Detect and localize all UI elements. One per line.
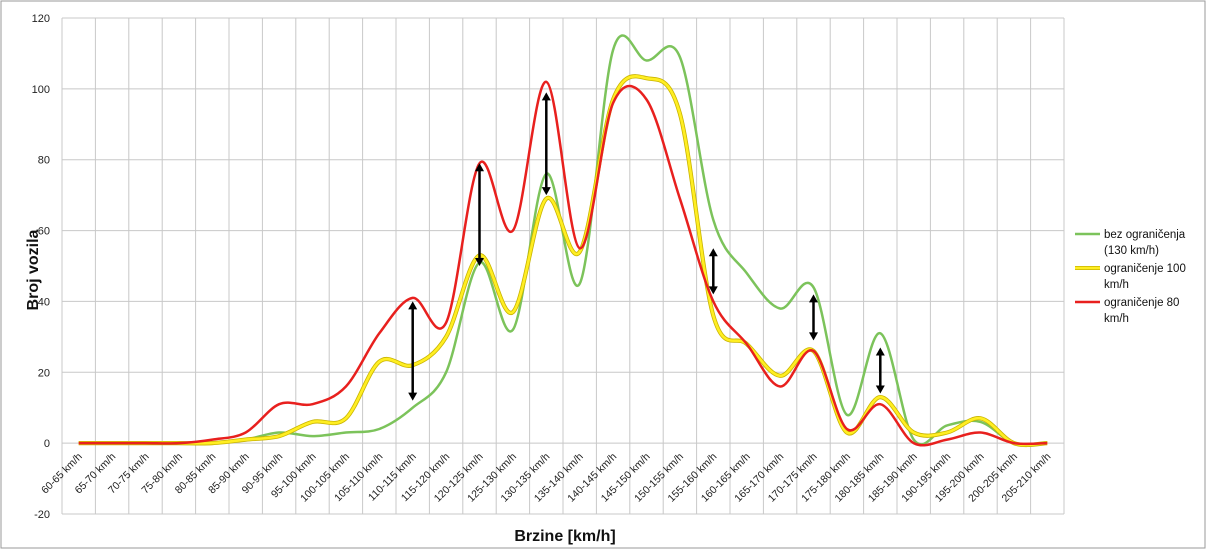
y-axis-title: Broj vozila [25,229,42,310]
legend-item: bez ograničenja (130 km/h) [1075,229,1186,257]
difference-arrow [708,248,718,295]
series-line-2 [78,75,1048,447]
legend-label: ograničenje 80 km/h [1104,297,1179,325]
y-tick-labels: -20 0 20 40 60 80 100 120 [32,13,50,521]
legend-label: bez ograničenja (130 km/h) [1104,229,1186,257]
difference-arrow [809,294,818,341]
difference-arrows [408,92,885,401]
y-tick-label: 20 [38,367,50,379]
y-tick-label: 120 [32,13,50,25]
difference-arrow [541,92,551,196]
legend: bez ograničenja (130 km/h) ograničenje 100… [1075,229,1186,325]
difference-arrow [875,347,885,394]
legend-item: ograničenje 80 km/h [1075,297,1179,325]
difference-arrow [475,163,484,266]
legend-label: ograničenje 100 km/h [1104,263,1186,291]
series-lines [78,34,1048,448]
legend-item: ograničenje 100 km/h [1075,263,1186,291]
series-line-3 [78,80,1048,447]
y-tick-label: -20 [34,509,50,521]
difference-arrow [408,301,418,401]
x-axis-title: Brzine [km/h] [514,528,615,545]
series-line-1 [78,34,1048,446]
y-tick-label: 0 [44,438,50,450]
gridlines [61,17,1065,515]
y-tick-label: 100 [32,84,50,96]
y-tick-label: 80 [38,155,50,167]
y-tick-label: 60 [38,226,50,238]
y-tick-label: 40 [38,296,50,308]
